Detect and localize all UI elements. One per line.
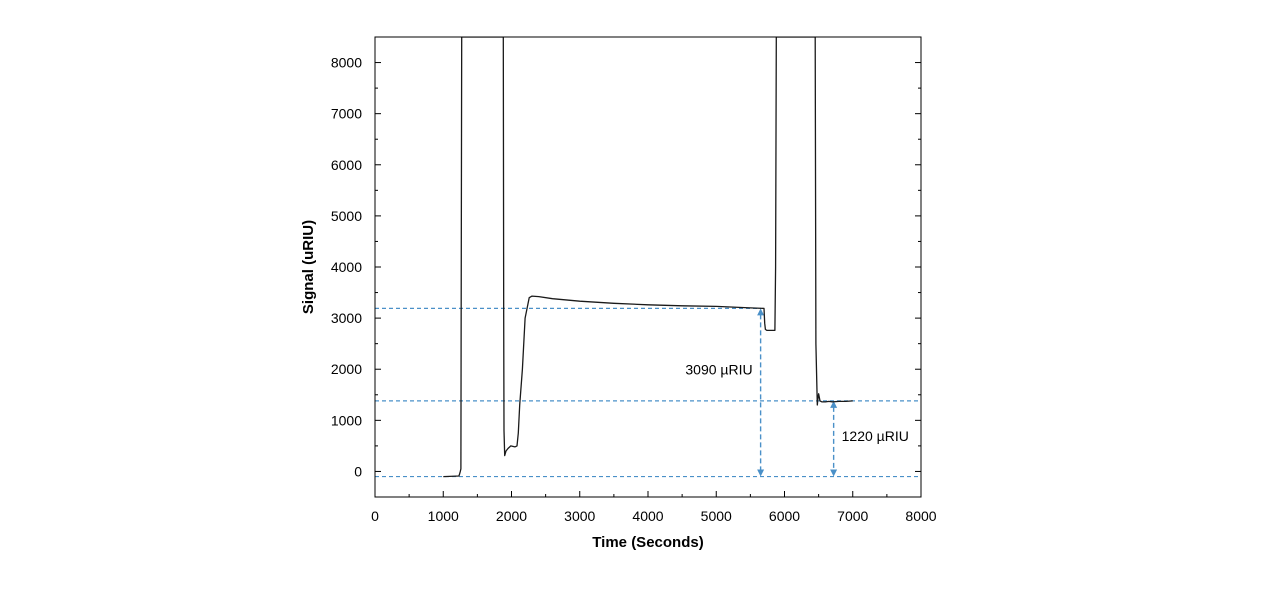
arrow-high-head-bottom [757, 469, 765, 477]
y-tick-label: 5000 [331, 208, 362, 224]
x-tick-label: 0 [371, 508, 379, 524]
y-tick-label: 1000 [331, 412, 362, 428]
annotation-layer [375, 307, 921, 478]
x-tick-label: 3000 [564, 508, 595, 524]
x-tick-label: 8000 [905, 508, 936, 524]
y-tick-label: 4000 [331, 259, 362, 275]
x-tick-label: 5000 [701, 508, 732, 524]
y-axis-title: Signal (uRIU) [300, 220, 317, 314]
series-layer [443, 37, 853, 478]
x-tick-label: 4000 [632, 508, 663, 524]
y-tick-label: 7000 [331, 106, 362, 122]
x-axis: 0 1000 2000 3000 4000 5000 6000 7000 8000 [371, 491, 937, 524]
arrow-low-head-top [830, 400, 838, 408]
x-tick-label: 6000 [769, 508, 800, 524]
arrow-low-head-bottom [830, 469, 838, 477]
annotation-label-high: 3090 µRIU [685, 361, 752, 377]
x-tick-label: 1000 [428, 508, 459, 524]
y-tick-label: 0 [354, 463, 362, 479]
y-tick-label: 8000 [331, 55, 362, 71]
x-axis-title: Time (Seconds) [592, 534, 703, 551]
y-tick-label: 2000 [331, 361, 362, 377]
arrow-high-head-top [757, 308, 765, 316]
y-axis: 0 1000 2000 3000 4000 5000 6000 7000 8000 [331, 55, 921, 479]
annotation-label-low: 1220 µRIU [842, 428, 909, 444]
x-tick-label: 7000 [837, 508, 868, 524]
x-tick-label: 2000 [496, 508, 527, 524]
series-line [443, 37, 853, 478]
y-tick-label: 6000 [331, 157, 362, 173]
plot-frame [374, 36, 922, 498]
y-tick-label: 3000 [331, 310, 362, 326]
